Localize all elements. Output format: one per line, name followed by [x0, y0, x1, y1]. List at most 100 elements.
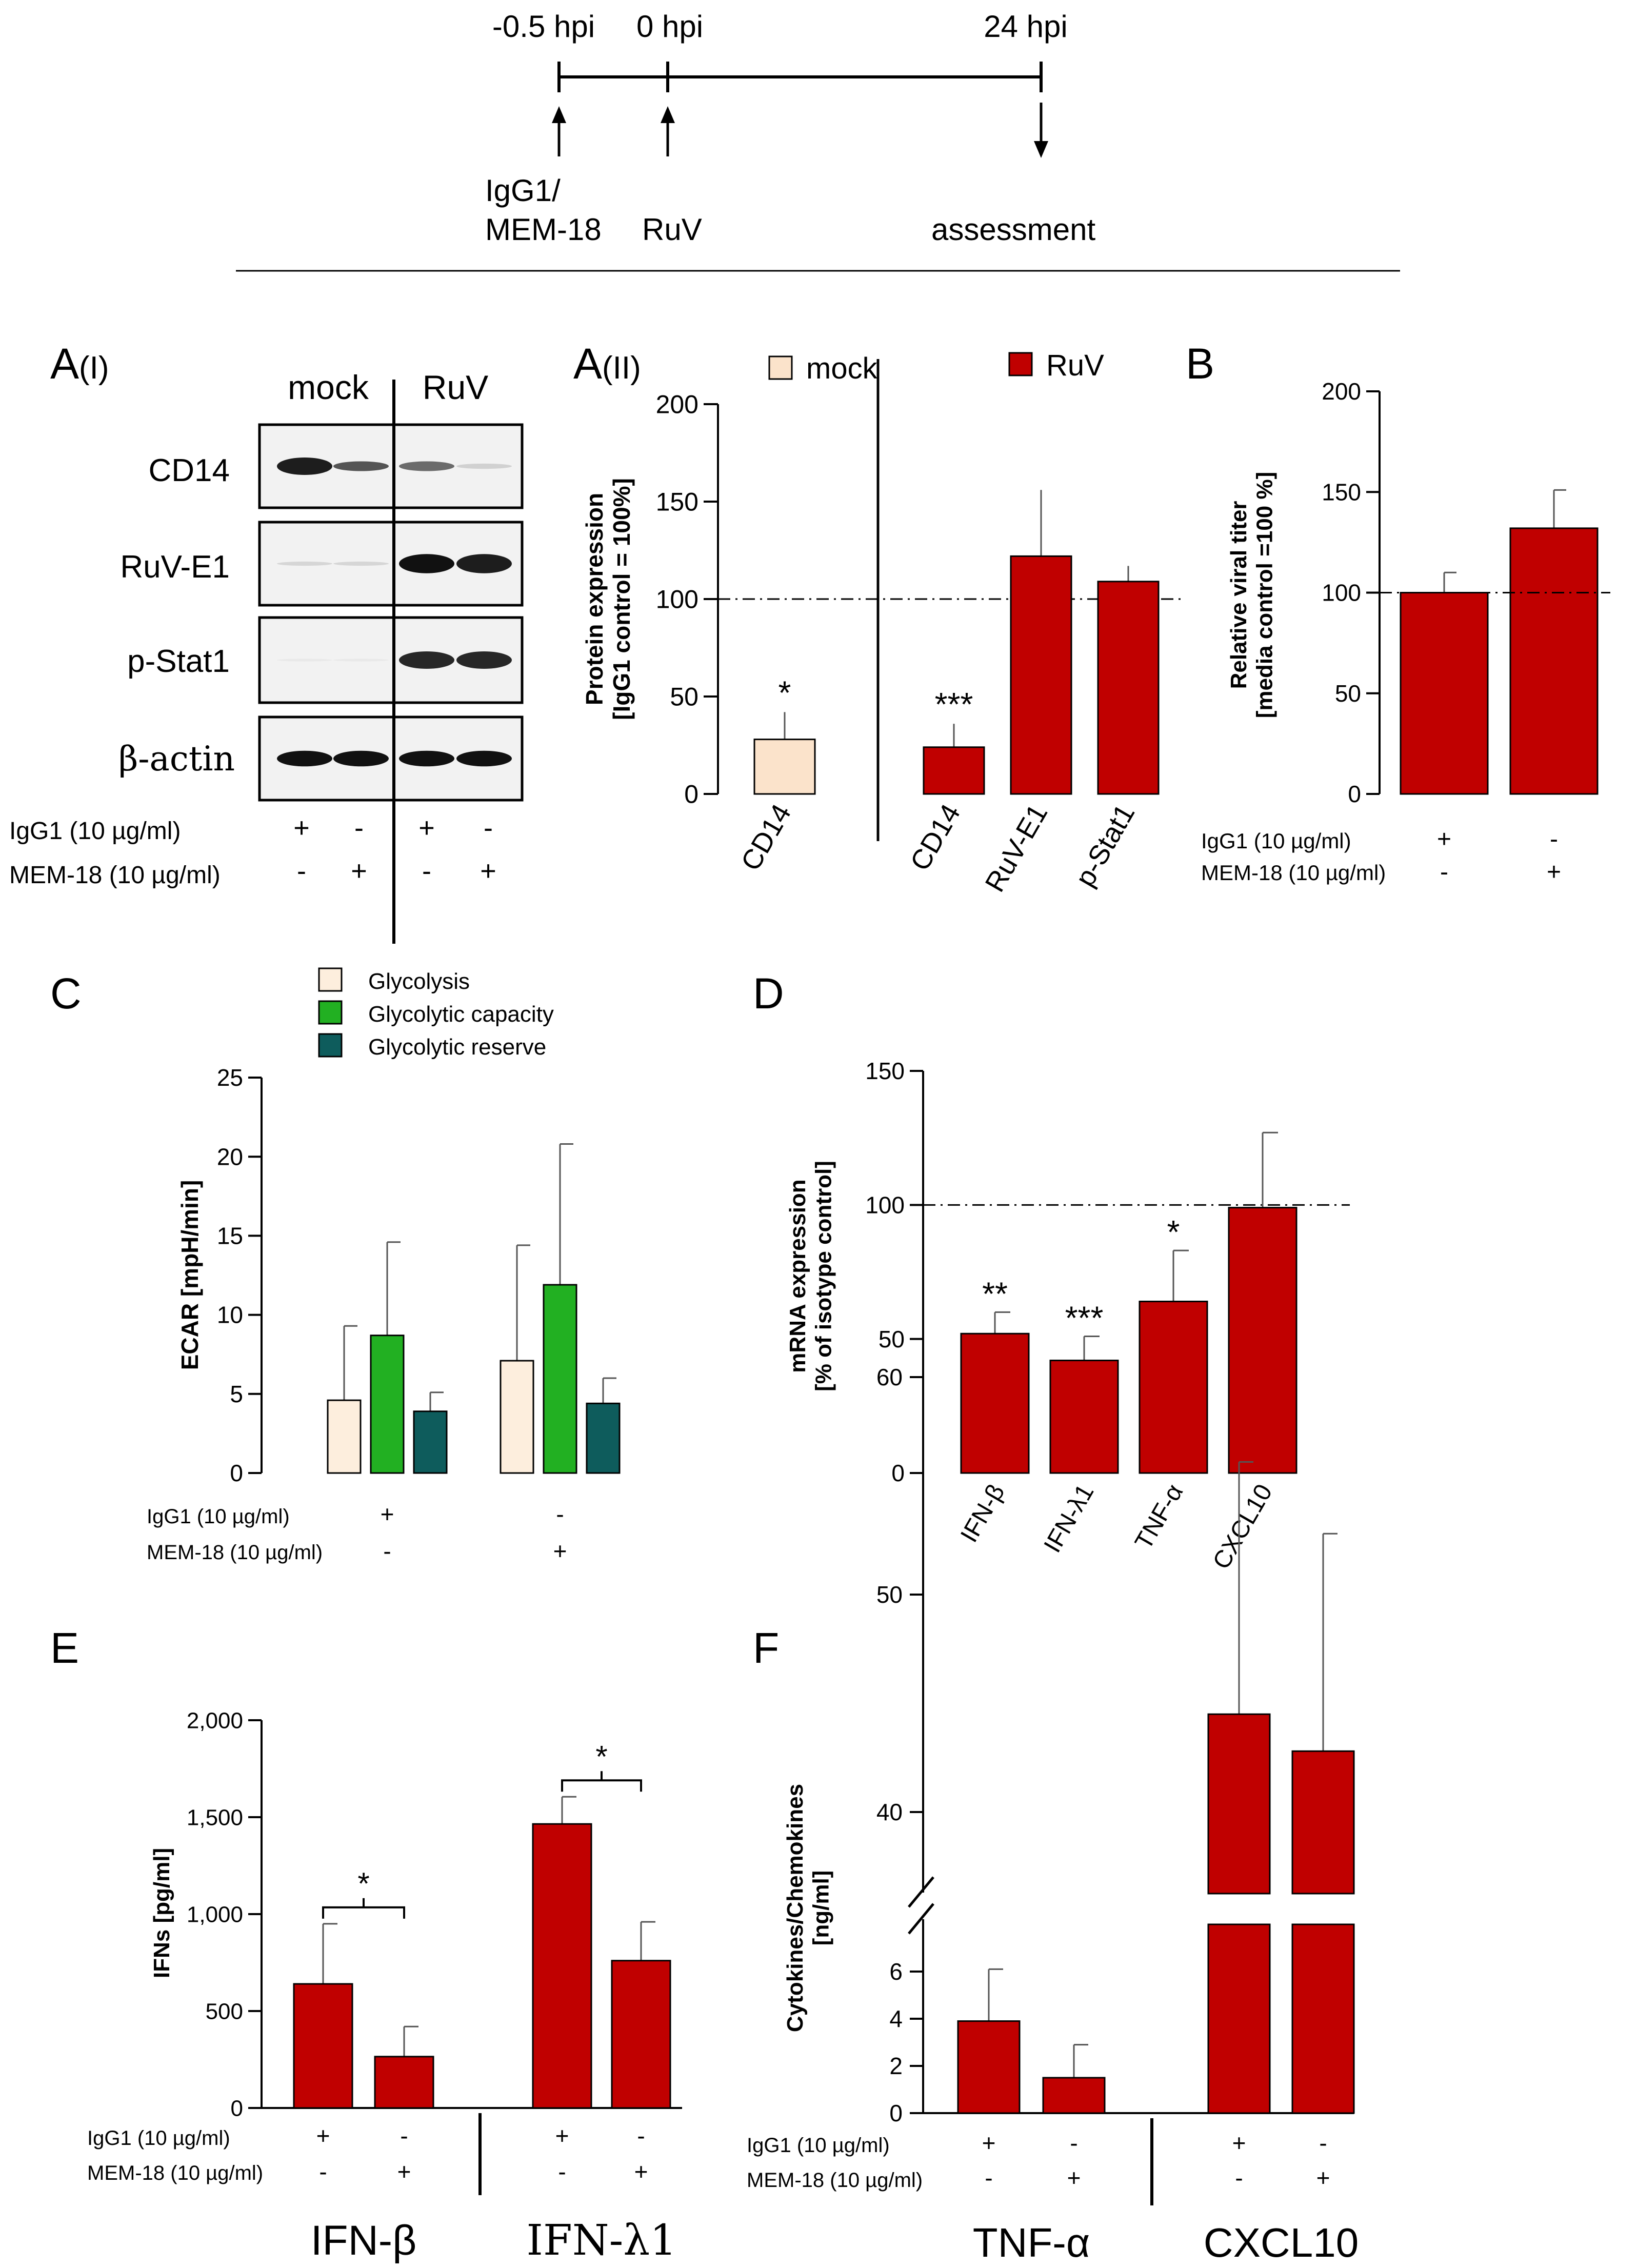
significance-label: **: [982, 1275, 1008, 1312]
treatment-label: MEM-18 (10 µg/ml): [147, 1541, 323, 1564]
significance-label: *: [1167, 1213, 1180, 1250]
blot-group-label: RuV: [423, 368, 488, 406]
blot-band: [456, 651, 512, 669]
timeline: -0.5 hpi 0 hpi 24 hpi IgG1/ MEM-18 RuV a…: [236, 9, 1400, 272]
timeline-label: 0 hpi: [636, 9, 703, 44]
bar: [960, 1332, 1030, 1474]
sign: -: [319, 2158, 327, 2185]
protein-label: β-actin: [118, 739, 235, 779]
x-group-label: IFN-β: [311, 2217, 417, 2264]
sign: +: [418, 812, 435, 843]
x-tick-label: TNF-α: [1130, 1480, 1188, 1554]
x-group-label: TNF-α: [973, 2220, 1090, 2265]
y-tick-label: 1,500: [187, 1805, 243, 1830]
bar: [1207, 1923, 1271, 2114]
bar: [413, 1410, 448, 1474]
treatment-label: MEM-18 (10 µg/ml): [747, 2169, 923, 2192]
blot-band: [456, 554, 512, 573]
bar: [327, 1399, 362, 1474]
timeline-below: MEM-18: [485, 212, 602, 247]
significance-label: ***: [935, 686, 973, 723]
legend-swatch-glycolysis: [318, 967, 343, 992]
y-tick-label: 100: [1322, 580, 1361, 606]
protein-label: CD14: [148, 453, 230, 488]
panel-e: E 0 500 1,000 1,500 2,000 IFNs [pg/ml] * IFN-β *…: [50, 1624, 682, 2265]
legend-label: Glycolysis: [368, 969, 470, 994]
treatment-label: IgG1 (10 µg/ml): [1201, 829, 1351, 853]
bar: [923, 746, 985, 795]
sign: -: [985, 2164, 992, 2191]
blot-band: [277, 561, 332, 566]
bar: [1291, 1750, 1355, 1895]
x-group-label: IFN-λ1: [527, 2216, 677, 2265]
sign: +: [397, 2158, 411, 2185]
legend-swatch-capacity: [318, 1000, 343, 1025]
sign: +: [982, 2130, 996, 2156]
arrow-down-head: [1034, 141, 1048, 158]
panel-letter: C: [50, 969, 82, 1018]
panel-letter: A(I): [50, 340, 109, 388]
sign: +: [480, 856, 496, 886]
sign: +: [1067, 2164, 1081, 2191]
axis-break: [908, 1876, 934, 1908]
blot-band: [456, 463, 512, 469]
bar: [957, 2020, 1021, 2114]
legend-swatch-mock: [768, 355, 793, 380]
blot-band: [456, 750, 512, 767]
panel-letter: F: [753, 1624, 779, 1672]
blot-band: [399, 750, 454, 767]
bar: [1228, 1207, 1297, 1474]
y-tick-label: 25: [217, 1064, 243, 1091]
y-tick-label: 0: [1348, 781, 1361, 807]
y-tick-label: 1,000: [187, 1902, 243, 1927]
legend-label: mock: [806, 352, 878, 385]
protein-label: p-Stat1: [127, 644, 230, 679]
y-tick-label: 150: [865, 1058, 905, 1084]
bar: [611, 1960, 671, 2109]
chart-b: 0 50 100 150 200 Relative viral titer[media c…: [1226, 378, 1610, 807]
y-tick-label: 4: [889, 2005, 903, 2032]
bar: [586, 1402, 621, 1474]
panel-d: D 0 50 100 150 mRNA expression[% of isotype …: [753, 969, 1350, 1574]
x-tick-label: IFN-β: [955, 1480, 1010, 1547]
sign: -: [422, 856, 431, 886]
chart-d: 0 50 100 150 mRNA expression[% of isotype co…: [785, 1058, 1350, 1574]
blot-band: [399, 554, 454, 573]
legend-label: Glycolytic capacity: [368, 1002, 554, 1027]
bar: [753, 739, 816, 795]
blot-band: [277, 659, 332, 662]
timeline-label: -0.5 hpi: [492, 9, 595, 44]
bar: [532, 1823, 592, 2109]
y-tick-label: 0: [230, 1460, 243, 1486]
sign: -: [484, 812, 493, 843]
y-axis-label: Relative viral titer[media control =100 …: [1226, 472, 1277, 718]
sign: -: [383, 1538, 391, 1564]
y-tick-label: 60: [876, 1364, 903, 1390]
sign: -: [297, 856, 306, 886]
panel-c: C Glycolysis Glycolytic capacity Glycoly…: [50, 967, 621, 1564]
blot-band: [399, 651, 454, 669]
bar: [543, 1284, 577, 1474]
x-tick-label: CD14: [904, 799, 966, 876]
chart-e: 0 500 1,000 1,500 2,000 IFNs [pg/ml] * IFN-β * IF…: [149, 1708, 682, 2265]
sign: -: [1550, 826, 1558, 853]
significance-label: *: [595, 1739, 607, 1774]
bar: [1400, 592, 1489, 795]
y-tick-label: 10: [217, 1302, 243, 1328]
bar: [500, 1360, 534, 1474]
panel-letter: E: [50, 1624, 79, 1672]
bar: [1097, 581, 1160, 795]
y-tick-label: 20: [217, 1143, 243, 1170]
panel-letter: A(II): [573, 340, 641, 388]
bar: [1049, 1359, 1119, 1474]
sign: -: [400, 2122, 408, 2149]
y-tick-label: 50: [879, 1326, 905, 1352]
chart-a2: 0 50 100 150 200 Protein expression[IgG1 cont…: [581, 359, 1182, 897]
y-tick-label: 50: [876, 1581, 903, 1608]
y-axis-label: ECAR [mpH/min]: [176, 1180, 203, 1370]
bar: [1291, 1923, 1355, 2114]
bar: [293, 1983, 353, 2109]
treatment-label: IgG1 (10 µg/ml): [747, 2134, 890, 2157]
y-tick-label: 200: [1322, 378, 1361, 405]
y-tick-label: 0: [889, 2100, 903, 2126]
